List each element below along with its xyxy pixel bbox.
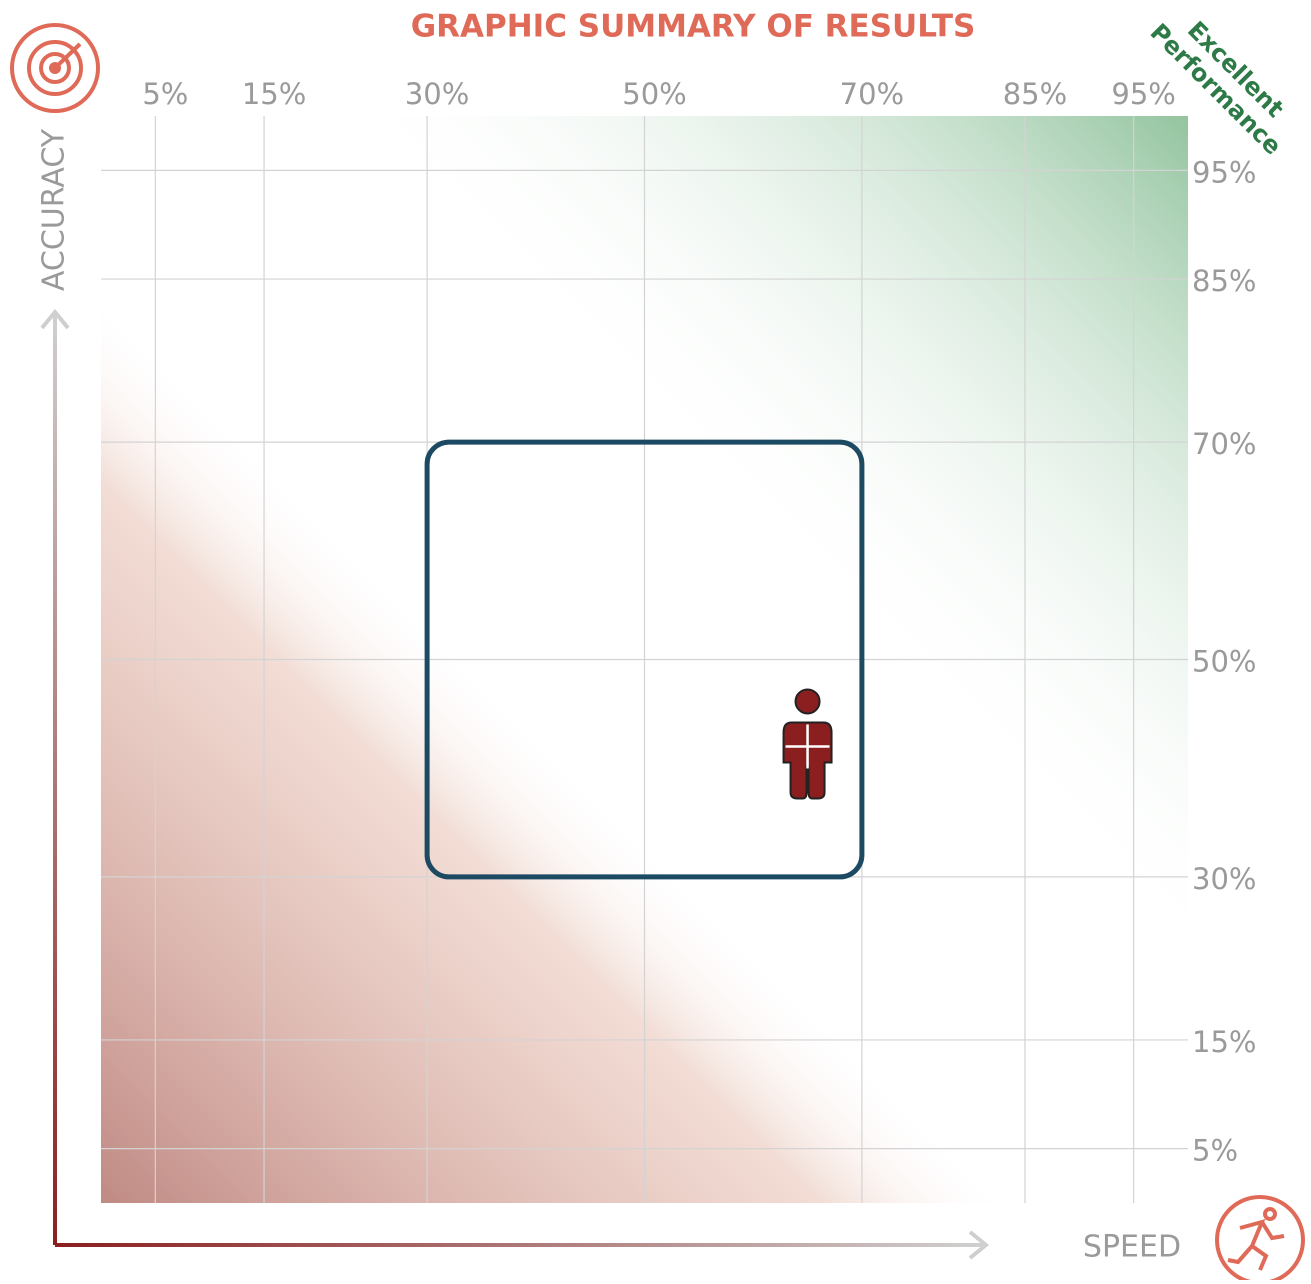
y-axis-arrow [40,308,70,1245]
y-tick-label: 85% [1192,264,1256,298]
range-box [424,439,865,880]
person-head [794,688,821,715]
y-tick-label: 95% [1192,155,1256,189]
x-axis-arrow [55,1230,990,1260]
y-tick-label: 5% [1192,1134,1238,1168]
x-tick-label: 30% [405,77,469,111]
target-icon [10,23,100,113]
x-tick-label: 85% [1003,77,1067,111]
x-tick-label: 50% [622,77,686,111]
y-tick-label: 50% [1192,645,1256,679]
x-tick-label: 5% [142,77,188,111]
y-tick-label: 70% [1192,427,1256,461]
x-tick-label: 15% [242,77,306,111]
chart-title: GRAPHIC SUMMARY OF RESULTS [411,9,976,45]
y-tick-label: 15% [1192,1025,1256,1059]
grid [101,116,1188,1203]
x-axis-label: SPEED [1083,1230,1181,1265]
person-marker [782,688,833,800]
y-tick-label: 30% [1192,862,1256,896]
x-tick-label: 70% [840,77,904,111]
runner-icon [1215,1195,1305,1284]
y-axis-label: ACCURACY [37,128,72,291]
x-tick-label: 95% [1111,77,1175,111]
